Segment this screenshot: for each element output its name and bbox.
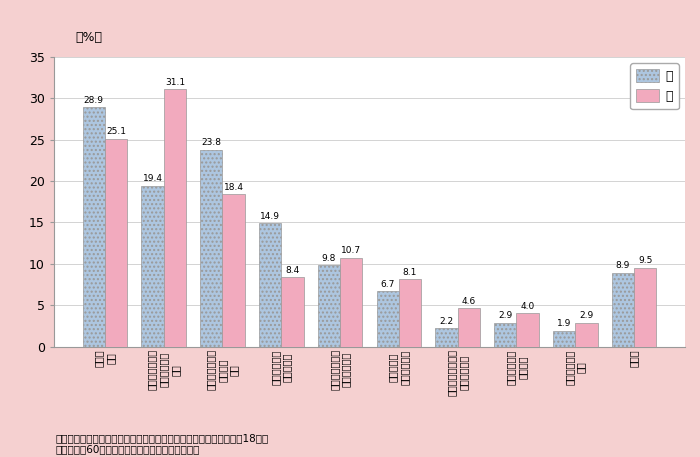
Bar <box>259 223 281 346</box>
Text: 2.9: 2.9 <box>579 311 594 320</box>
Bar <box>494 323 517 346</box>
Text: 31.1: 31.1 <box>164 78 185 86</box>
Bar <box>612 273 634 346</box>
Text: 4.0: 4.0 <box>521 302 535 311</box>
Bar <box>517 314 539 346</box>
Bar <box>200 149 223 346</box>
Bar <box>318 266 340 346</box>
Text: 4.6: 4.6 <box>462 297 476 306</box>
Text: 19.4: 19.4 <box>143 175 162 183</box>
Text: 8.9: 8.9 <box>615 261 630 271</box>
Text: 資料：内閣府「高齢者の生活と意識に関する国際比較調査」（平成18年）: 資料：内閣府「高齢者の生活と意識に関する国際比較調査」（平成18年） <box>56 433 270 443</box>
Text: 8.4: 8.4 <box>286 266 300 275</box>
Text: 2.9: 2.9 <box>498 311 512 320</box>
Bar <box>435 328 458 346</box>
Text: （注）全国60歳以上の男女を対象とした調査結果: （注）全国60歳以上の男女を対象とした調査結果 <box>56 444 200 454</box>
Text: 6.7: 6.7 <box>381 280 395 288</box>
Text: 23.8: 23.8 <box>202 138 221 147</box>
Bar <box>105 139 127 346</box>
Bar <box>223 194 245 346</box>
Bar <box>634 268 657 346</box>
Text: 9.8: 9.8 <box>322 254 336 263</box>
Bar <box>164 89 186 346</box>
Bar <box>553 331 575 346</box>
Bar <box>377 291 399 346</box>
Text: 9.5: 9.5 <box>638 256 652 266</box>
Text: 14.9: 14.9 <box>260 212 280 221</box>
Bar <box>281 277 304 346</box>
Bar <box>83 107 105 346</box>
Text: 1.9: 1.9 <box>556 319 571 328</box>
Text: 28.9: 28.9 <box>84 96 104 105</box>
Text: （%）: （%） <box>76 32 102 44</box>
Text: 2.2: 2.2 <box>440 317 454 326</box>
Legend: 男, 女: 男, 女 <box>630 63 679 109</box>
Text: 8.1: 8.1 <box>402 268 417 277</box>
Bar <box>340 258 363 346</box>
Text: 10.7: 10.7 <box>341 246 361 255</box>
Bar <box>141 186 164 346</box>
Bar <box>458 308 480 346</box>
Bar <box>575 323 598 346</box>
Text: 25.1: 25.1 <box>106 127 126 136</box>
Bar <box>399 280 421 346</box>
Text: 18.4: 18.4 <box>224 183 244 192</box>
